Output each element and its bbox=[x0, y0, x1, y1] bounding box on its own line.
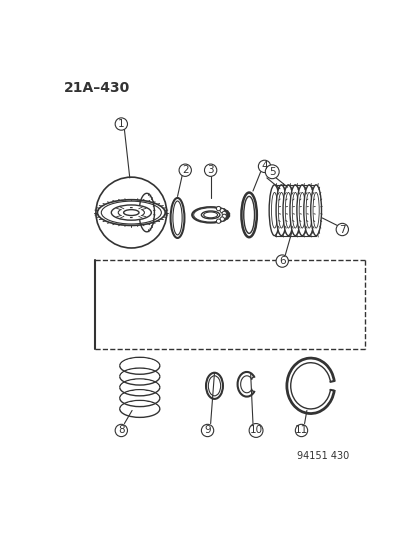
Circle shape bbox=[216, 219, 220, 223]
Ellipse shape bbox=[120, 358, 159, 374]
Circle shape bbox=[265, 165, 278, 179]
Text: 6: 6 bbox=[278, 256, 285, 266]
Text: 1: 1 bbox=[118, 119, 124, 129]
Ellipse shape bbox=[193, 208, 227, 222]
Circle shape bbox=[258, 160, 270, 173]
Circle shape bbox=[179, 164, 191, 176]
Circle shape bbox=[216, 206, 220, 211]
Text: 2: 2 bbox=[181, 165, 188, 175]
Circle shape bbox=[201, 424, 213, 437]
Ellipse shape bbox=[243, 196, 254, 233]
Circle shape bbox=[294, 424, 307, 437]
Circle shape bbox=[221, 211, 226, 215]
Ellipse shape bbox=[296, 185, 307, 236]
Text: 10: 10 bbox=[249, 425, 262, 435]
Ellipse shape bbox=[289, 185, 300, 236]
Circle shape bbox=[335, 223, 348, 236]
Circle shape bbox=[115, 424, 127, 437]
Ellipse shape bbox=[206, 373, 223, 399]
Ellipse shape bbox=[173, 201, 182, 235]
Ellipse shape bbox=[120, 391, 159, 406]
Text: 4: 4 bbox=[261, 161, 267, 172]
Text: 8: 8 bbox=[118, 425, 124, 435]
Ellipse shape bbox=[208, 376, 220, 396]
Text: 3: 3 bbox=[207, 165, 214, 175]
Ellipse shape bbox=[268, 185, 279, 236]
Circle shape bbox=[275, 255, 288, 267]
Ellipse shape bbox=[310, 185, 321, 236]
Circle shape bbox=[204, 164, 216, 176]
Ellipse shape bbox=[203, 212, 217, 218]
Circle shape bbox=[221, 214, 226, 219]
Text: 9: 9 bbox=[204, 425, 210, 435]
Ellipse shape bbox=[170, 198, 184, 238]
Ellipse shape bbox=[275, 185, 286, 236]
Ellipse shape bbox=[120, 369, 159, 384]
Circle shape bbox=[115, 118, 127, 130]
Ellipse shape bbox=[139, 193, 154, 232]
Ellipse shape bbox=[96, 177, 166, 248]
Ellipse shape bbox=[241, 192, 256, 237]
Ellipse shape bbox=[111, 205, 151, 220]
Ellipse shape bbox=[120, 379, 159, 395]
Circle shape bbox=[220, 217, 224, 221]
Text: 5: 5 bbox=[268, 167, 275, 177]
Ellipse shape bbox=[120, 401, 159, 417]
Text: 21A–430: 21A–430 bbox=[64, 81, 130, 95]
Text: 94151 430: 94151 430 bbox=[296, 450, 349, 461]
Ellipse shape bbox=[303, 185, 314, 236]
Text: 11: 11 bbox=[294, 425, 307, 435]
Ellipse shape bbox=[192, 207, 228, 223]
Circle shape bbox=[249, 424, 262, 438]
Ellipse shape bbox=[201, 211, 219, 219]
Circle shape bbox=[220, 208, 224, 213]
Text: 7: 7 bbox=[338, 224, 345, 235]
Ellipse shape bbox=[282, 185, 293, 236]
